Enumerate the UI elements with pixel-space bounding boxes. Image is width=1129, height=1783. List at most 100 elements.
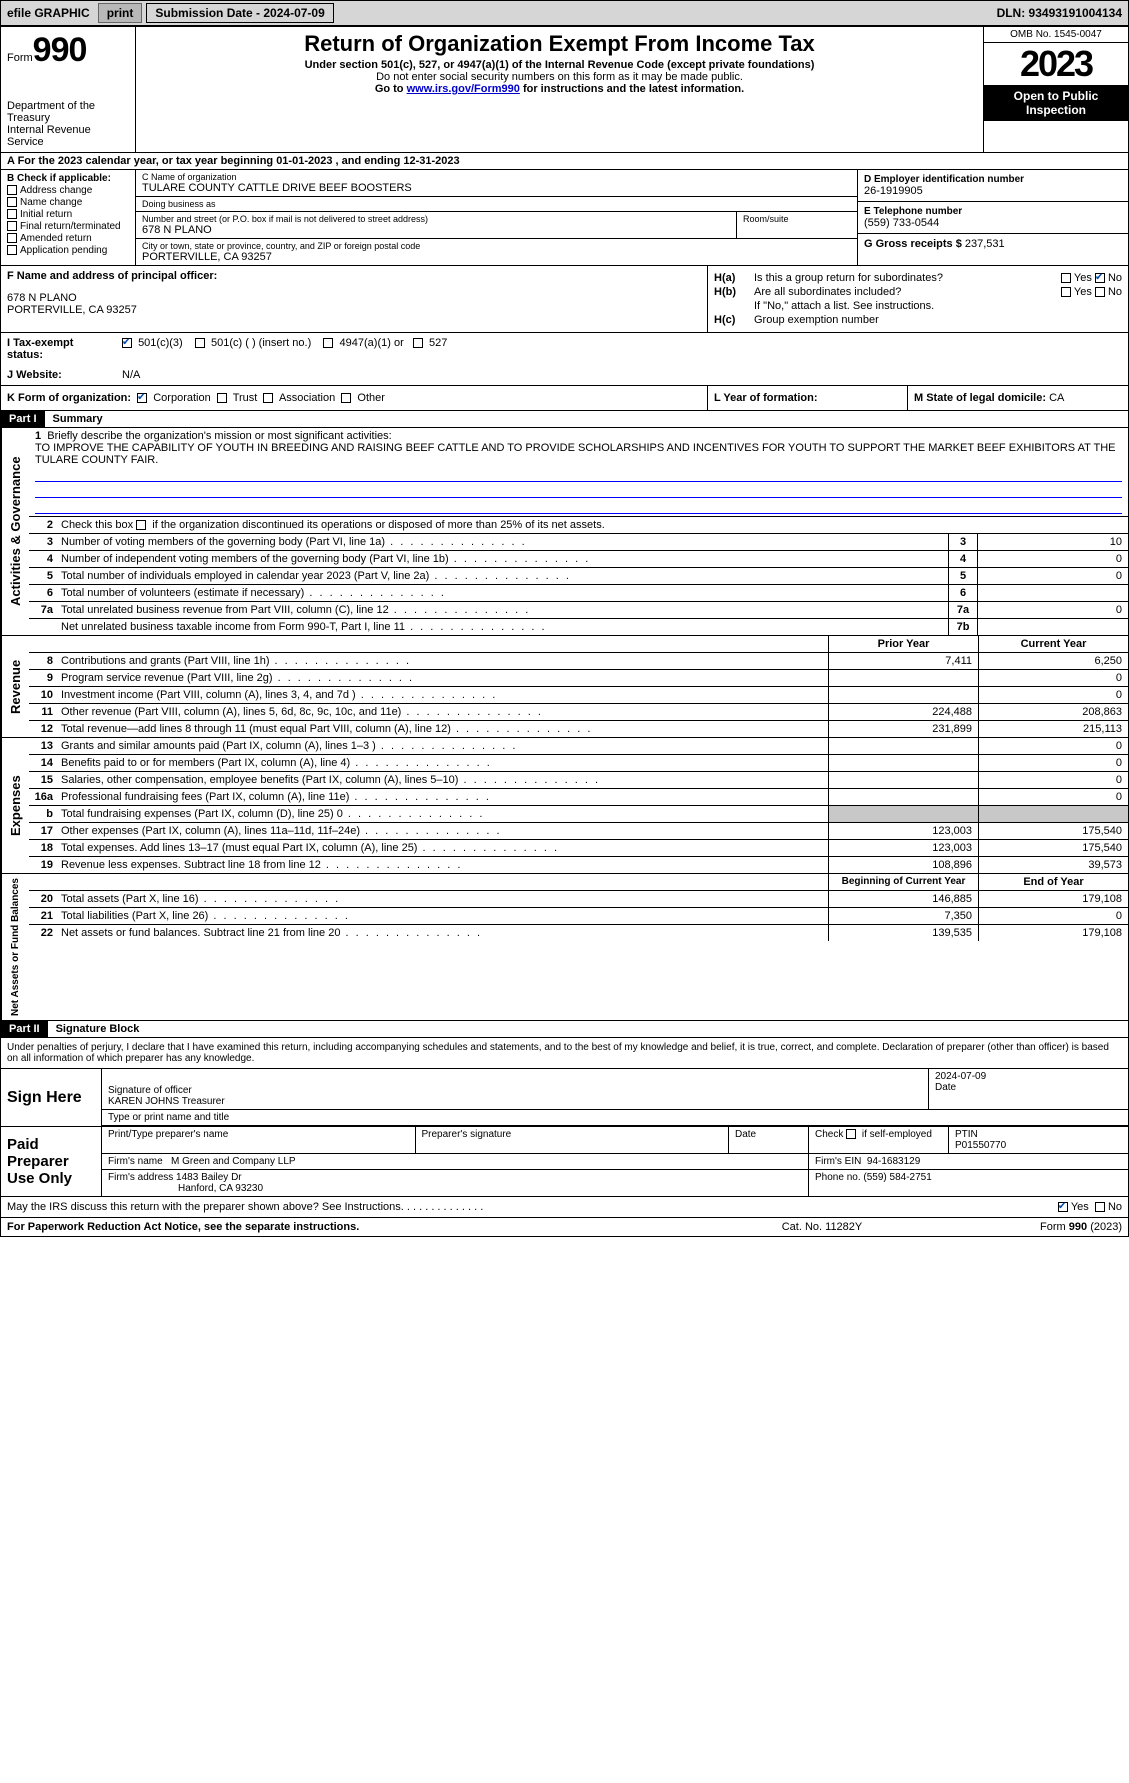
firm-ein: 94-1683129 <box>867 1156 920 1167</box>
gov-line: Net unrelated business taxable income fr… <box>29 619 1128 635</box>
data-line: 11Other revenue (Part VIII, column (A), … <box>29 704 1128 721</box>
city-value: PORTERVILLE, CA 93257 <box>142 251 851 263</box>
paid-preparer-row: Paid Preparer Use Only Print/Type prepar… <box>1 1126 1128 1196</box>
sign-here-row: Sign Here Signature of officer KAREN JOH… <box>1 1068 1128 1126</box>
gov-line: 7aTotal unrelated business revenue from … <box>29 602 1128 619</box>
cat-number: Cat. No. 11282Y <box>722 1221 922 1233</box>
net-vert-label: Net Assets or Fund Balances <box>1 874 29 1020</box>
paid-preparer-label: Paid Preparer Use Only <box>1 1127 101 1196</box>
org-name: TULARE COUNTY CATTLE DRIVE BEEF BOOSTERS <box>142 182 851 194</box>
data-line: 19Revenue less expenses. Subtract line 1… <box>29 857 1128 873</box>
form-header: Form990 Department of the Treasury Inter… <box>1 27 1128 153</box>
dln-label: DLN: 93493191004134 <box>991 4 1128 22</box>
form-word: Form <box>7 52 33 64</box>
data-line: 13Grants and similar amounts paid (Part … <box>29 738 1128 755</box>
data-line: 12Total revenue—add lines 8 through 11 (… <box>29 721 1128 737</box>
column-b-checkboxes: B Check if applicable: Address change Na… <box>1 170 136 265</box>
street-label: Number and street (or P.O. box if mail i… <box>142 214 730 224</box>
officer-label: F Name and address of principal officer: <box>7 270 701 282</box>
chk-trust[interactable] <box>217 393 227 403</box>
officer-addr1: 678 N PLANO <box>7 292 701 304</box>
discuss-no[interactable] <box>1095 1202 1105 1212</box>
ha-no[interactable] <box>1095 273 1105 283</box>
exp-vert-label: Expenses <box>1 738 29 873</box>
data-line: 16aProfessional fundraising fees (Part I… <box>29 789 1128 806</box>
chk-initial-return[interactable] <box>7 209 17 219</box>
top-toolbar: efile GRAPHIC print Submission Date - 20… <box>0 0 1129 26</box>
city-label: City or town, state or province, country… <box>142 241 851 251</box>
ssn-warning: Do not enter social security numbers on … <box>142 71 977 83</box>
gov-vert-label: Activities & Governance <box>1 428 29 635</box>
efile-label: efile GRAPHIC <box>1 4 96 22</box>
row-k-label: K Form of organization: <box>7 392 131 404</box>
website-value: N/A <box>116 365 1128 385</box>
hb-label: H(b) <box>714 286 754 298</box>
goto-post: for instructions and the latest informat… <box>520 83 744 95</box>
form-990: Form990 Department of the Treasury Inter… <box>0 26 1129 1237</box>
irs-link[interactable]: www.irs.gov/Form990 <box>407 83 520 95</box>
gross-label: G Gross receipts $ <box>864 238 962 250</box>
prep-date-label: Date <box>728 1127 808 1154</box>
part1-header: Part I <box>1 411 45 427</box>
officer-addr2: PORTERVILLE, CA 93257 <box>7 304 701 316</box>
chk-discontinued[interactable] <box>136 520 146 530</box>
ha-yes[interactable] <box>1061 273 1071 283</box>
firm-addr1: 1483 Bailey Dr <box>176 1172 242 1183</box>
gov-line: 3Number of voting members of the governi… <box>29 534 1128 551</box>
sig-title-label: Type or print name and title <box>101 1110 1128 1126</box>
discuss-yes[interactable] <box>1058 1202 1068 1212</box>
hb-note: If "No," attach a list. See instructions… <box>754 300 1122 312</box>
prep-name-label: Print/Type preparer's name <box>101 1127 415 1154</box>
firm-phone: (559) 584-2751 <box>863 1172 931 1183</box>
ptin-label: PTIN <box>955 1129 978 1140</box>
line2-num: 2 <box>29 517 57 533</box>
discuss-text: May the IRS discuss this return with the… <box>7 1201 1058 1213</box>
dept-label: Department of the Treasury Internal Reve… <box>7 100 129 148</box>
print-button[interactable]: print <box>98 3 143 23</box>
chk-self-employed[interactable] <box>846 1129 856 1139</box>
chk-amended[interactable] <box>7 233 17 243</box>
data-line: 22Net assets or fund balances. Subtract … <box>29 925 1128 941</box>
chk-final-return[interactable] <box>7 221 17 231</box>
gov-line: 4Number of independent voting members of… <box>29 551 1128 568</box>
data-line: 21Total liabilities (Part X, line 26)7,3… <box>29 908 1128 925</box>
row-a-period: A For the 2023 calendar year, or tax yea… <box>1 153 1128 170</box>
row-j-label: J Website: <box>1 365 116 385</box>
room-label: Room/suite <box>737 212 857 239</box>
ptin-value: P01550770 <box>955 1140 1006 1151</box>
section-governance: Activities & Governance 1 Briefly descri… <box>1 428 1128 636</box>
chk-app-pending[interactable] <box>7 245 17 255</box>
chk-501c3[interactable] <box>122 338 132 348</box>
sign-here-label: Sign Here <box>1 1069 101 1126</box>
chk-corp[interactable] <box>137 393 147 403</box>
sig-officer-name: KAREN JOHNS Treasurer <box>108 1096 922 1107</box>
data-line: 8Contributions and grants (Part VIII, li… <box>29 653 1128 670</box>
sig-officer-label: Signature of officer <box>108 1085 922 1096</box>
tel-value: (559) 733-0544 <box>864 217 1122 229</box>
domicile-state: CA <box>1049 392 1064 404</box>
chk-4947[interactable] <box>323 338 333 348</box>
form-footer: For Paperwork Reduction Act Notice, see … <box>1 1217 1128 1236</box>
column-h-group: H(a) Is this a group return for subordin… <box>708 266 1128 332</box>
line1-num: 1 <box>35 430 41 442</box>
net-curr-hdr: End of Year <box>978 874 1128 890</box>
hb-no[interactable] <box>1095 287 1105 297</box>
chk-501c[interactable] <box>195 338 205 348</box>
firm-name-label: Firm's name <box>108 1156 163 1167</box>
chk-address-change[interactable] <box>7 185 17 195</box>
public-inspection: Open to Public Inspection <box>984 85 1128 121</box>
gov-line: 5Total number of individuals employed in… <box>29 568 1128 585</box>
hb-yes[interactable] <box>1061 287 1071 297</box>
chk-527[interactable] <box>413 338 423 348</box>
chk-name-change[interactable] <box>7 197 17 207</box>
dba-label: Doing business as <box>142 199 851 209</box>
tel-label: E Telephone number <box>864 206 1122 217</box>
rev-vert-label: Revenue <box>1 636 29 737</box>
hc-label: H(c) <box>714 314 754 326</box>
chk-assoc[interactable] <box>263 393 273 403</box>
hc-text: Group exemption number <box>754 314 1122 326</box>
chk-other[interactable] <box>341 393 351 403</box>
tax-year: 2023 <box>984 43 1128 85</box>
section-expenses: Expenses 13Grants and similar amounts pa… <box>1 738 1128 874</box>
omb-number: OMB No. 1545-0047 <box>984 27 1128 43</box>
